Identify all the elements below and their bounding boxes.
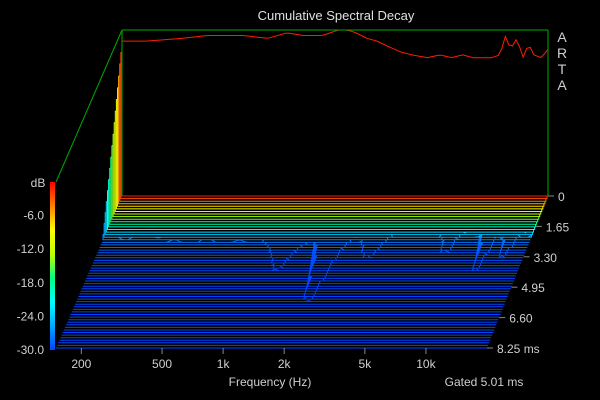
time-tick-label: 0 bbox=[558, 190, 565, 204]
decay-slice bbox=[79, 276, 509, 295]
x-tick-label: 2k bbox=[278, 357, 292, 371]
time-tick-label: 6.60 bbox=[509, 312, 533, 326]
decay-slice bbox=[87, 223, 516, 277]
frame-side-diagonal bbox=[55, 29, 123, 183]
decay-slice bbox=[80, 268, 510, 292]
z-tick-label: -24.0 bbox=[17, 309, 45, 323]
time-tick-label: 8.25 ms bbox=[497, 342, 540, 356]
decay-slice bbox=[121, 29, 549, 197]
decay-slice bbox=[81, 260, 511, 290]
z-tick-label: -30.0 bbox=[17, 343, 45, 357]
slices-layer bbox=[56, 29, 549, 349]
decay-slice bbox=[82, 253, 512, 287]
x-tick-label: 500 bbox=[152, 357, 172, 371]
x-tick-label: 200 bbox=[71, 357, 91, 371]
colorbar: -6.0 -12.0 -18.0 -24.0 -30.0 bbox=[17, 182, 55, 357]
z-axis-label: dB bbox=[31, 176, 46, 190]
colorbar-gradient bbox=[50, 182, 55, 350]
arta-letter: A bbox=[557, 29, 567, 45]
decay-slice bbox=[88, 216, 517, 274]
gate-note: Gated 5.01 ms bbox=[445, 375, 524, 389]
decay-slice bbox=[85, 238, 514, 282]
decay-slice bbox=[78, 284, 508, 297]
time-tick-label: 3.30 bbox=[534, 251, 558, 265]
time-tick-label: 4.95 bbox=[521, 281, 545, 295]
arta-letter: R bbox=[557, 45, 567, 61]
x-tick-label: 5k bbox=[359, 357, 373, 371]
decay-slice bbox=[89, 209, 518, 272]
decay-slice bbox=[76, 300, 506, 303]
x-tick-label: 10k bbox=[416, 357, 436, 371]
decay-slice bbox=[86, 230, 515, 279]
z-tick-label: -6.0 bbox=[23, 209, 44, 223]
x-axis-label: Frequency (Hz) bbox=[229, 375, 312, 389]
arta-letter: A bbox=[557, 77, 567, 93]
ticks-layer: 200 500 1k 2k 5k 10k 0 1.65 3.30 4.95 6.60 8.25 ms bbox=[71, 190, 569, 371]
time-tick-label: 1.65 bbox=[546, 220, 570, 234]
frame-layer bbox=[55, 29, 549, 196]
arta-letter: T bbox=[558, 61, 567, 77]
decay-slice bbox=[77, 292, 507, 300]
z-tick-label: -12.0 bbox=[17, 242, 45, 256]
x-tick-label: 1k bbox=[217, 357, 231, 371]
chart-title: Cumulative Spectral Decay bbox=[258, 8, 415, 23]
decay-slice bbox=[84, 245, 513, 285]
z-tick-label: -18.0 bbox=[17, 276, 45, 290]
